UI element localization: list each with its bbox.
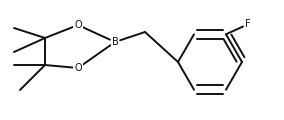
Text: B: B: [112, 37, 118, 47]
Text: O: O: [74, 63, 82, 73]
Text: F: F: [245, 19, 251, 29]
Text: O: O: [74, 20, 82, 30]
